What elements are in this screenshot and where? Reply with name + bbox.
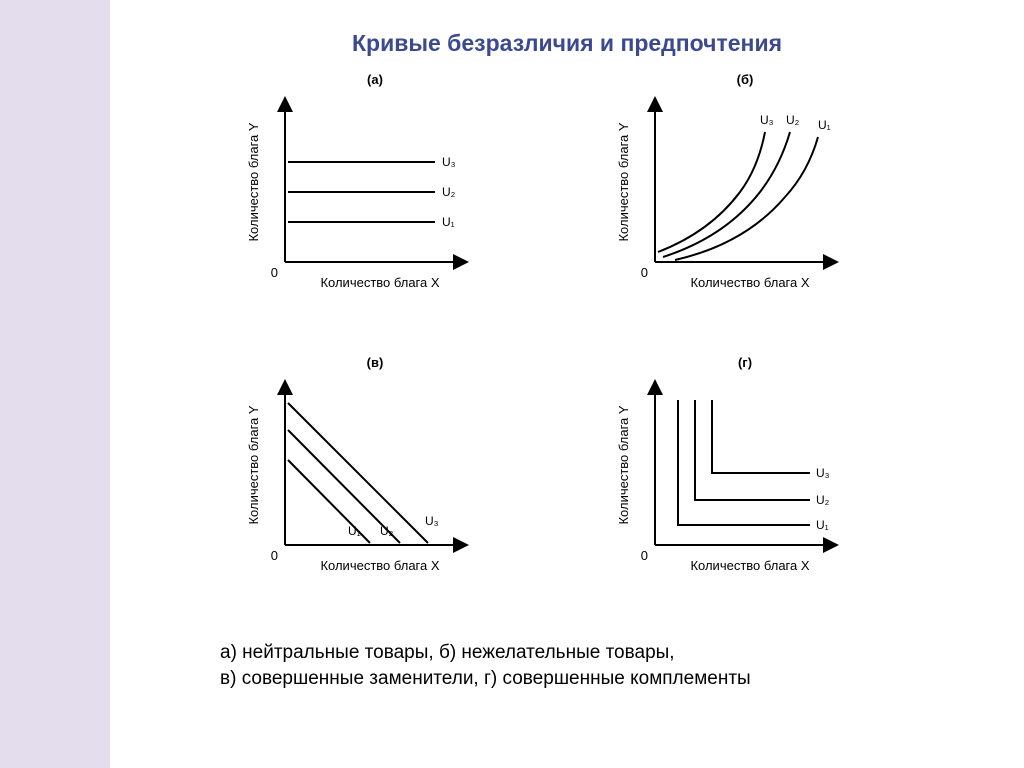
curve-label-c-u1: U₁	[348, 524, 361, 538]
panel-label-c: (в)	[367, 355, 384, 370]
curve-label-a-u3: U₃	[442, 155, 456, 169]
chart-d: (г) 0 Количество блага X Количество благ…	[600, 355, 890, 610]
curve-label-d-u3: U₃	[816, 466, 830, 480]
curve-u1	[678, 400, 810, 525]
sidebar	[0, 0, 112, 768]
caption-line2: в) совершенные заменители, г) совершенны…	[220, 668, 751, 689]
curve-label-c-u3: U₃	[425, 514, 439, 528]
curve-label-d-u2: U₂	[816, 493, 830, 507]
panel-label-a: (а)	[367, 72, 383, 87]
origin-label: 0	[271, 548, 278, 563]
caption-line1: а) нейтральные товары, б) нежелательные …	[220, 642, 675, 663]
curve-u1	[675, 137, 818, 260]
curve-label-b-u3: U₃	[760, 113, 774, 127]
curve-label-d-u1: U₁	[816, 518, 829, 532]
x-axis-label: Количество блага X	[320, 275, 439, 290]
y-axis-label: Количество блага Y	[246, 405, 261, 524]
origin-label: 0	[271, 265, 278, 280]
origin-label: 0	[641, 548, 648, 563]
y-axis-label: Количество блага Y	[246, 122, 261, 241]
y-axis-label: Количество блага Y	[616, 405, 631, 524]
curve-u3	[712, 400, 810, 473]
chart-b: (б) 0 Количество блага X Количество благ…	[600, 72, 890, 327]
x-axis-label: Количество блага X	[690, 558, 809, 573]
caption: а) нейтральные товары, б) нежелательные …	[220, 640, 920, 691]
curve-label-b-u2: U₂	[786, 113, 800, 127]
panel-label-d: (г)	[738, 355, 752, 370]
chart-a: (а) 0 Количество блага X Количество благ…	[230, 72, 520, 327]
slide-content: Кривые безразличия и предпочтения (а) 0 …	[110, 0, 1024, 768]
curve-u3	[288, 403, 428, 543]
y-axis-label: Количество блага Y	[616, 122, 631, 241]
x-axis-label: Количество блага X	[690, 275, 809, 290]
curve-label-a-u2: U₂	[442, 185, 456, 199]
curve-label-b-u1: U₁	[818, 118, 831, 132]
curve-label-c-u2: U₂	[380, 524, 394, 538]
origin-label: 0	[641, 265, 648, 280]
page-title: Кривые безразличия и предпочтения	[110, 30, 1024, 57]
panel-label-b: (б)	[737, 72, 754, 87]
chart-c: (в) 0 Количество блага X Количество благ…	[230, 355, 520, 610]
curve-label-a-u1: U₁	[442, 215, 455, 229]
chart-grid: (а) 0 Количество блага X Количество благ…	[230, 72, 930, 610]
curve-u2	[663, 132, 790, 257]
x-axis-label: Количество блага X	[320, 558, 439, 573]
